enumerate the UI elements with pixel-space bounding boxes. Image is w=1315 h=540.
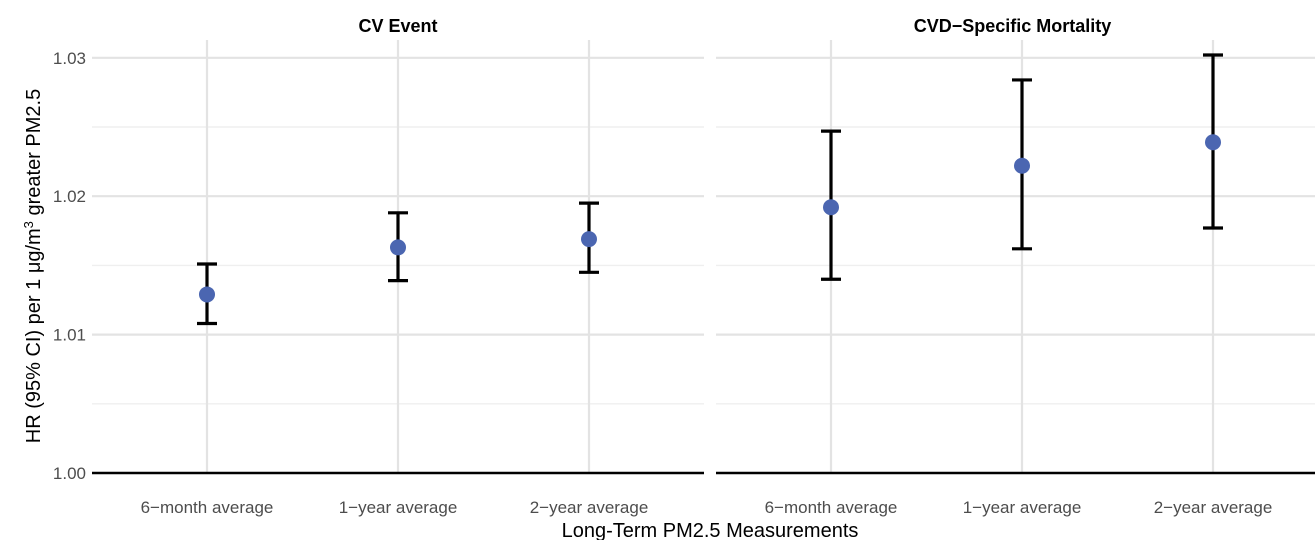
y-axis-title-prefix: HR (95% CI) per 1 μg/m [23,228,45,443]
y-axis-title-superscript: 3 [21,221,36,228]
y-tick-label: 1.03 [53,49,86,68]
facet-title: CV Event [358,16,437,36]
y-tick-label: 1.00 [53,464,86,483]
y-tick-label: 1.02 [53,187,86,206]
y-axis-title: HR (95% CI) per 1 μg/m3 greater PM2.5 [21,89,46,443]
x-tick-label: 2−year average [1154,498,1273,517]
x-axis-title: Long-Term PM2.5 Measurements [562,520,859,540]
y-tick-label: 1.01 [53,326,86,345]
facet-panel-2: CVD−Specific Mortality 6−month average 1−y… [716,16,1315,517]
point-estimate [199,286,215,303]
point-estimate [823,199,839,216]
x-tick-label: 2−year average [530,498,649,517]
point-estimate [581,231,597,248]
panels-layer: CV Event 6−month average 1−year average 2−y… [92,16,1315,517]
point-estimate [1205,134,1221,151]
x-tick-label: 1−year average [963,498,1082,517]
facet-title: CVD−Specific Mortality [914,16,1112,36]
point-estimate [1014,157,1030,174]
x-tick-label: 6−month average [141,498,274,517]
x-tick-label: 6−month average [765,498,898,517]
y-axis: 1.00 1.01 1.02 1.03 [53,49,86,483]
facet-panel-1: CV Event 6−month average 1−year average 2−y… [92,16,704,517]
x-tick-label: 1−year average [339,498,458,517]
y-axis-title-suffix: greater PM2.5 [23,89,45,221]
point-estimate [390,239,406,256]
